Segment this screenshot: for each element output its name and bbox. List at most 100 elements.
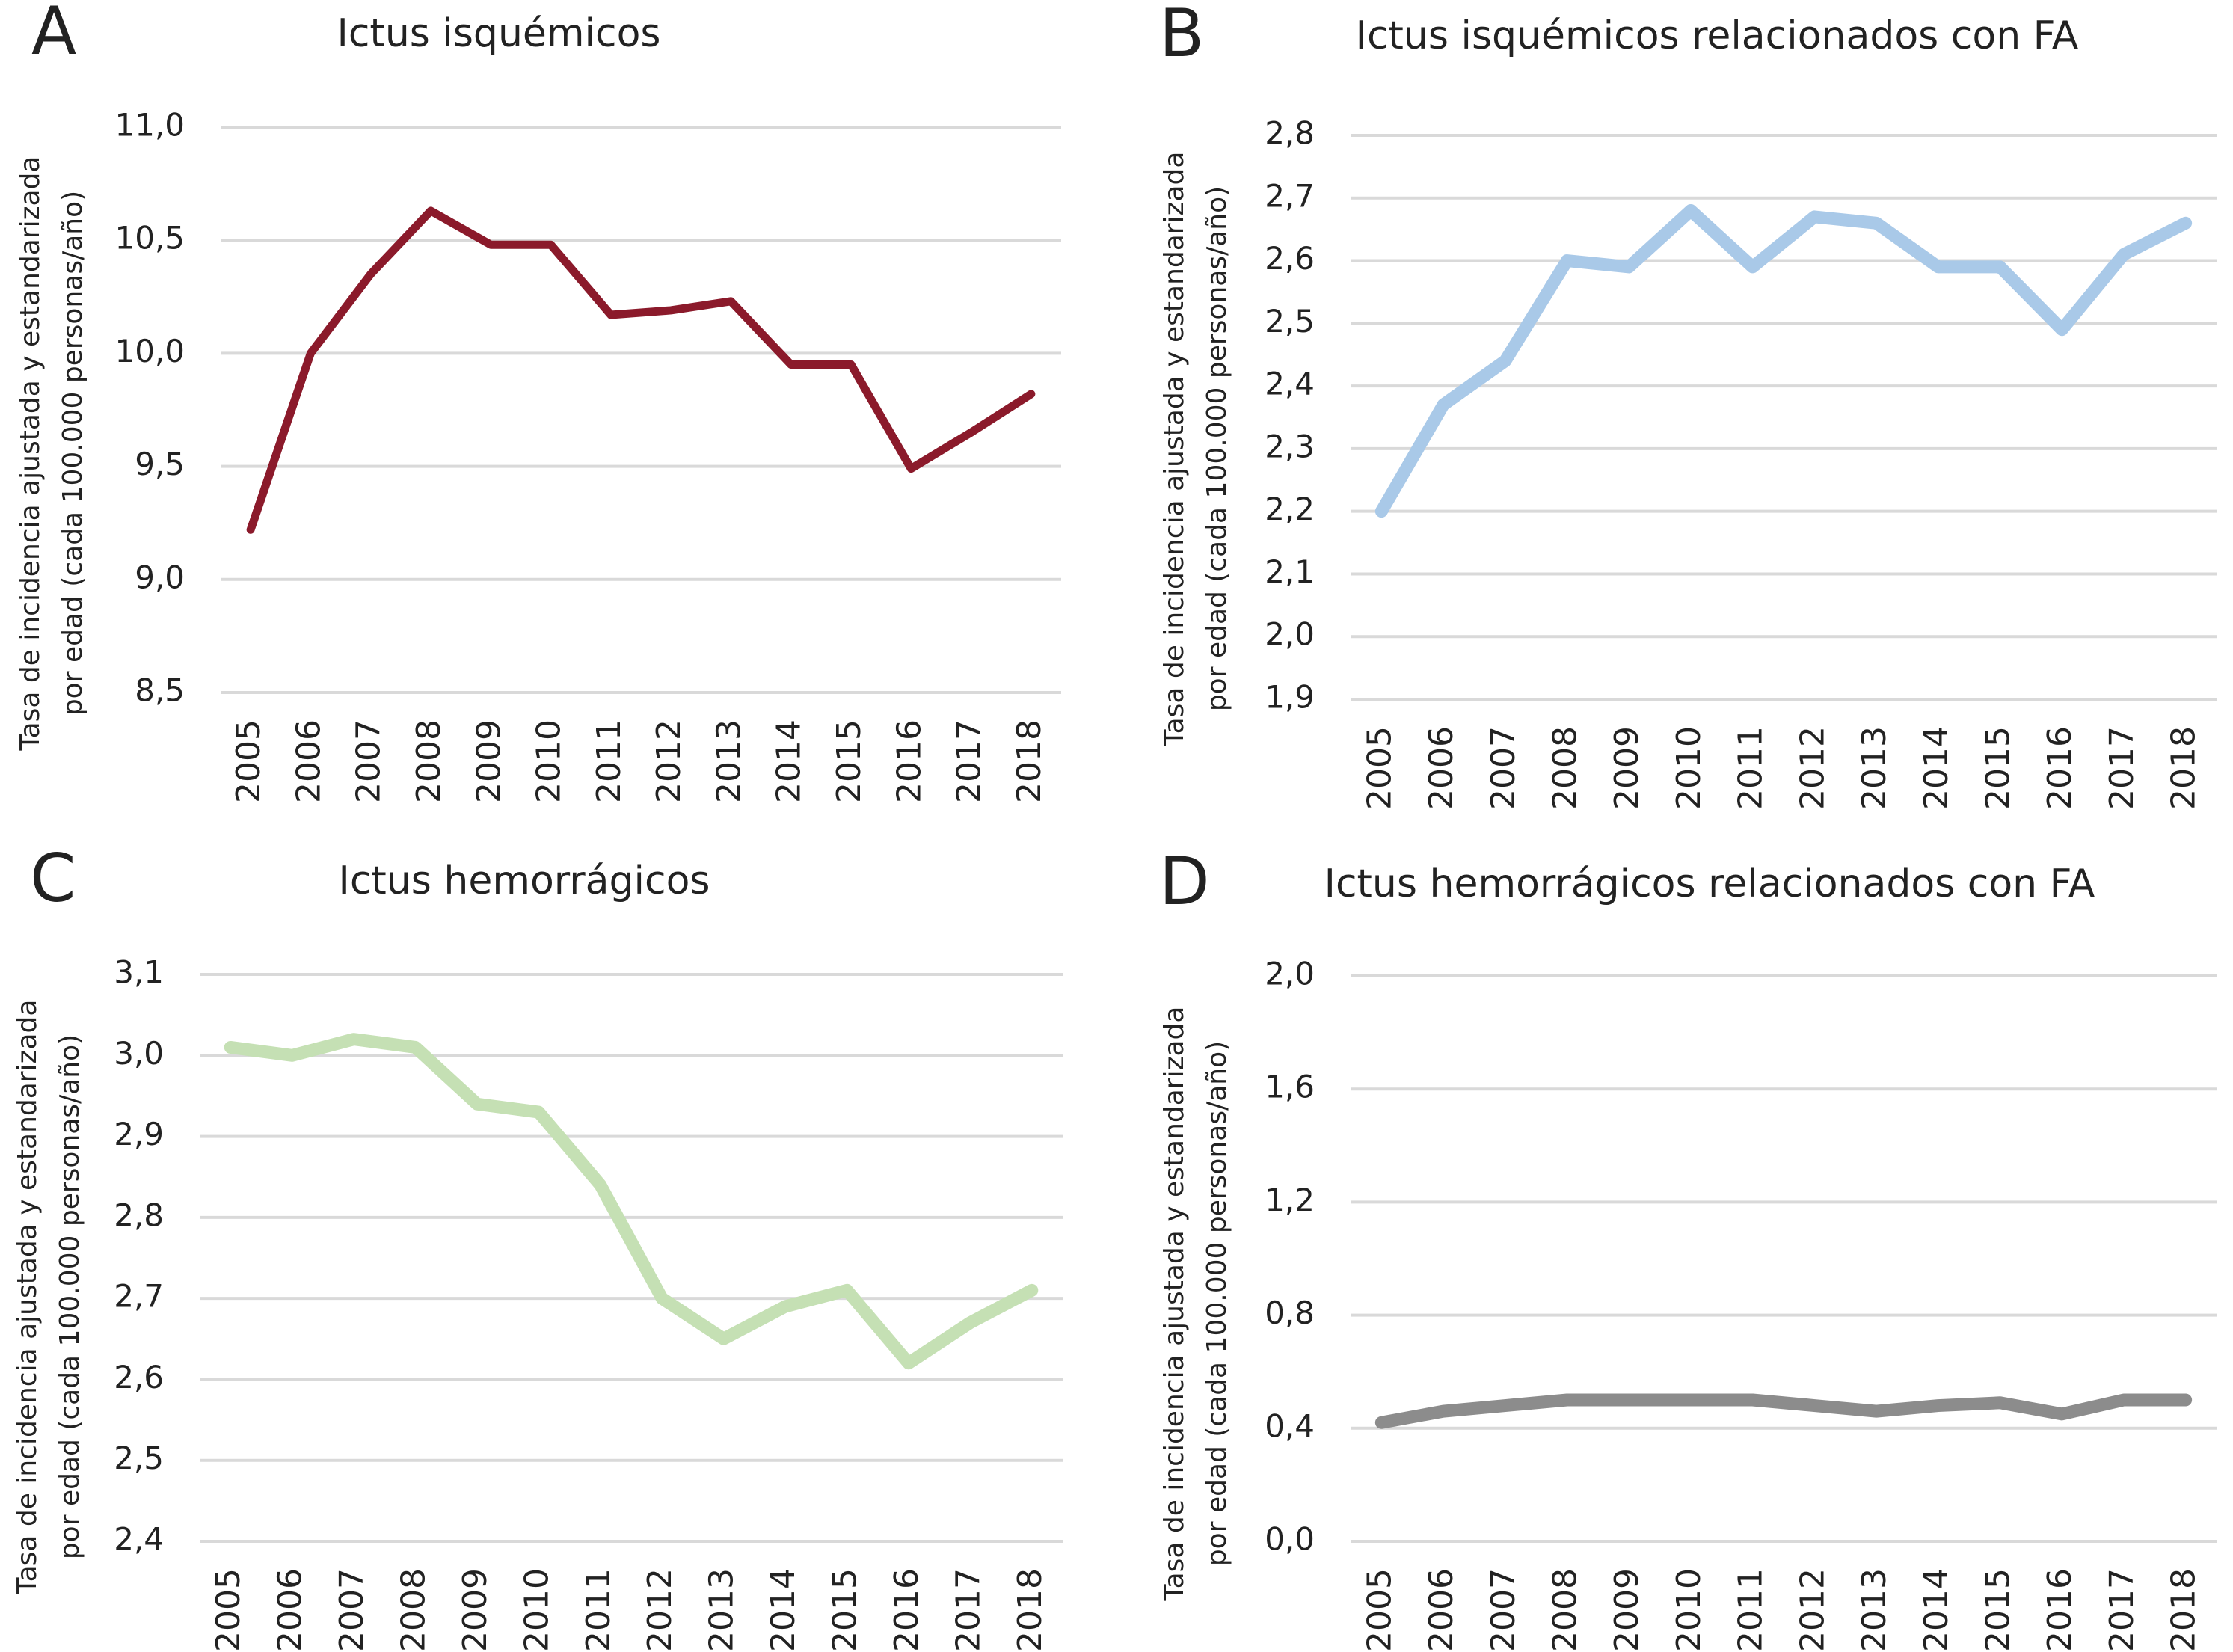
x-tick-label: 2014 xyxy=(1917,726,1956,810)
y-tick-label: 2,6 xyxy=(1265,240,1315,277)
data-line xyxy=(1374,204,2193,518)
x-tick-label: 2009 xyxy=(456,1568,494,1652)
y-tick-label: 1,9 xyxy=(1265,679,1315,716)
x-tick-label: 2015 xyxy=(826,1568,864,1652)
data-line xyxy=(224,1033,1039,1370)
y-axis-label: Tasa de incidencia ajustada y estandariz… xyxy=(15,156,46,752)
chart-title: Ictus hemorrágicos xyxy=(339,859,710,903)
y-tick-label: 2,7 xyxy=(114,1278,164,1315)
y-axis-label: por edad (cada 100.000 personas/año) xyxy=(55,1034,85,1559)
y-axis-label: Tasa de incidencia ajustada y estandariz… xyxy=(12,1000,43,1595)
x-tick-label: 2013 xyxy=(703,1568,741,1652)
x-tick-label: 2015 xyxy=(1979,726,2018,810)
x-tick-label: 2011 xyxy=(1732,1568,1770,1652)
x-tick-label: 2014 xyxy=(770,719,808,803)
y-tick-label: 2,2 xyxy=(1265,491,1315,527)
y-tick-label: 10,0 xyxy=(114,333,185,369)
panel-letter: D xyxy=(1159,843,1210,920)
x-tick-label: 2016 xyxy=(2041,726,2079,810)
x-tick-label: 2012 xyxy=(641,1568,679,1652)
y-tick-label: 0,0 xyxy=(1265,1521,1315,1558)
chart-title: Ictus isquémicos relacionados con FA xyxy=(1356,13,2079,58)
x-tick-label: 2010 xyxy=(530,719,568,803)
y-axis-label: Tasa de incidencia ajustada y estandariz… xyxy=(1159,152,1190,747)
x-tick-label: 2018 xyxy=(2165,726,2203,810)
x-tick-label: 2012 xyxy=(650,719,688,803)
x-tick-label: 2011 xyxy=(1732,726,1770,810)
y-tick-label: 9,5 xyxy=(135,446,185,482)
y-tick-label: 11,0 xyxy=(114,107,185,144)
x-tick-label: 2008 xyxy=(395,1568,433,1652)
y-axis-label: por edad (cada 100.000 personas/año) xyxy=(58,191,88,716)
x-tick-label: 2012 xyxy=(1793,726,1831,810)
x-tick-label: 2009 xyxy=(1608,1568,1646,1652)
x-tick-label: 2010 xyxy=(517,1568,556,1652)
y-tick-label: 2,3 xyxy=(1265,428,1315,464)
data-line xyxy=(246,206,1036,534)
x-tick-label: 2015 xyxy=(1979,1568,2018,1652)
y-tick-label: 2,8 xyxy=(114,1197,164,1233)
y-axis-label: por edad (cada 100.000 personas/año) xyxy=(1202,1041,1232,1566)
x-tick-label: 2013 xyxy=(1855,1568,1893,1652)
x-tick-label: 2008 xyxy=(410,719,448,803)
y-tick-label: 2,7 xyxy=(1265,177,1315,214)
y-tick-label: 2,4 xyxy=(114,1521,164,1558)
y-tick-label: 1,6 xyxy=(1265,1069,1315,1105)
x-tick-label: 2018 xyxy=(2165,1568,2203,1652)
x-tick-label: 2005 xyxy=(1360,726,1398,810)
x-tick-label: 2007 xyxy=(333,1568,371,1652)
x-tick-label: 2015 xyxy=(830,719,868,803)
x-tick-label: 2008 xyxy=(1546,726,1585,810)
y-axis-label: Tasa de incidencia ajustada y estandariz… xyxy=(1159,1007,1190,1602)
x-tick-label: 2016 xyxy=(888,1568,926,1652)
panel-letter: C xyxy=(30,840,76,917)
y-tick-label: 0,4 xyxy=(1265,1407,1315,1444)
x-tick-label: 2013 xyxy=(710,719,748,803)
y-tick-label: 2,5 xyxy=(1265,303,1315,340)
y-tick-label: 2,6 xyxy=(114,1359,164,1395)
x-tick-label: 2013 xyxy=(1855,726,1893,810)
panel-letter: A xyxy=(31,0,76,70)
y-tick-label: 10,5 xyxy=(114,220,185,257)
x-tick-label: 2016 xyxy=(890,719,928,803)
y-tick-label: 8,5 xyxy=(135,672,185,709)
x-tick-label: 2007 xyxy=(350,719,388,803)
x-tick-label: 2009 xyxy=(1608,726,1646,810)
chart-title: Ictus isquémicos xyxy=(337,11,661,56)
y-tick-label: 2,0 xyxy=(1265,956,1315,992)
y-tick-label: 3,0 xyxy=(114,1035,164,1072)
y-tick-label: 0,8 xyxy=(1265,1295,1315,1331)
x-tick-label: 2005 xyxy=(209,1568,248,1652)
x-tick-label: 2006 xyxy=(271,1568,310,1652)
y-tick-label: 9,0 xyxy=(135,559,185,595)
x-tick-label: 2011 xyxy=(590,719,628,803)
data-line xyxy=(1374,1393,2193,1429)
x-tick-label: 2005 xyxy=(230,719,268,803)
y-tick-label: 1,2 xyxy=(1265,1182,1315,1218)
x-tick-label: 2006 xyxy=(289,719,328,803)
chart-title: Ictus hemorrágicos relacionados con FA xyxy=(1324,862,2095,906)
y-tick-label: 2,5 xyxy=(114,1440,164,1476)
x-tick-label: 2008 xyxy=(1546,1568,1585,1652)
x-tick-label: 2014 xyxy=(1917,1568,1956,1652)
x-tick-label: 2017 xyxy=(950,719,989,803)
x-tick-label: 2006 xyxy=(1422,726,1460,810)
y-tick-label: 2,0 xyxy=(1265,616,1315,653)
x-tick-label: 2012 xyxy=(1793,1568,1831,1652)
x-tick-label: 2009 xyxy=(470,719,508,803)
x-tick-label: 2010 xyxy=(1670,1568,1708,1652)
y-tick-label: 3,1 xyxy=(114,954,164,991)
panel-letter: B xyxy=(1159,0,1204,72)
x-tick-label: 2007 xyxy=(1484,1568,1523,1652)
y-tick-label: 2,4 xyxy=(1265,366,1315,402)
y-tick-label: 2,1 xyxy=(1265,553,1315,590)
y-axis-label: por edad (cada 100.000 personas/año) xyxy=(1202,186,1232,711)
x-tick-label: 2010 xyxy=(1670,726,1708,810)
y-tick-label: 2,9 xyxy=(114,1116,164,1152)
y-tick-label: 2,8 xyxy=(1265,115,1315,152)
x-tick-label: 2018 xyxy=(1010,719,1048,803)
x-tick-label: 2016 xyxy=(2041,1568,2079,1652)
x-tick-label: 2011 xyxy=(580,1568,618,1652)
x-tick-label: 2017 xyxy=(949,1568,987,1652)
